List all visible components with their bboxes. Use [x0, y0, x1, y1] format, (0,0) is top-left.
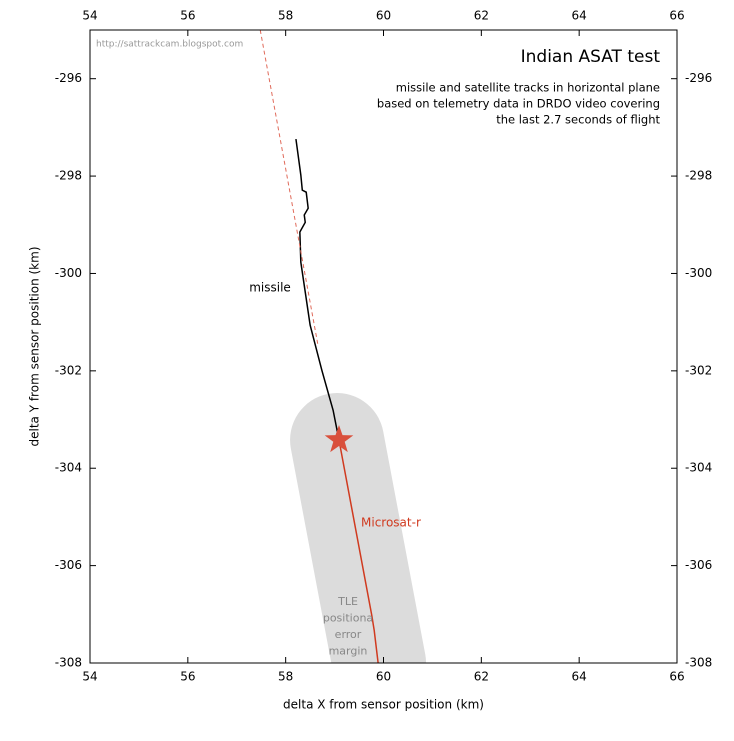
x-tick-label: 64 [572, 670, 587, 684]
y-tick-label: -296 [55, 71, 82, 85]
x-tick-label-top: 64 [572, 9, 587, 23]
x-tick-label: 58 [278, 670, 293, 684]
x-tick-label-top: 58 [278, 9, 293, 23]
subtitle: the last 2.7 seconds of flight [496, 113, 660, 127]
x-tick-label: 60 [376, 670, 391, 684]
subtitle: missile and satellite tracks in horizont… [396, 81, 660, 95]
x-tick-label: 62 [474, 670, 489, 684]
subtitle: based on telemetry data in DRDO video co… [377, 97, 660, 111]
series-label: missile [249, 281, 291, 295]
y-tick-label: -308 [55, 656, 82, 670]
y-tick-label-right: -308 [685, 656, 712, 670]
track-line [295, 138, 340, 441]
chart-title: Indian ASAT test [521, 47, 661, 67]
y-tick-label: -306 [55, 558, 82, 572]
x-tick-label: 56 [180, 670, 195, 684]
series-label: Microsat-r [361, 516, 421, 530]
band-label: margin [329, 645, 368, 658]
x-axis-label: delta X from sensor position (km) [283, 698, 484, 712]
x-tick-label: 54 [82, 670, 97, 684]
trend-line [259, 30, 319, 346]
band-label: positiona [323, 612, 373, 625]
watermark: http://sattrackcam.blogspot.com [96, 40, 243, 50]
y-tick-label-right: -298 [685, 169, 712, 183]
track-line [338, 439, 379, 663]
y-tick-label: -304 [55, 461, 82, 475]
band-label: error [335, 628, 362, 641]
y-tick-label-right: -302 [685, 363, 712, 377]
y-tick-label-right: -300 [685, 266, 712, 280]
x-tick-label-top: 56 [180, 9, 195, 23]
y-tick-label: -300 [55, 266, 82, 280]
y-tick-label-right: -296 [685, 71, 712, 85]
x-tick-label: 66 [669, 670, 684, 684]
x-tick-label-top: 60 [376, 9, 391, 23]
x-tick-label-top: 66 [669, 9, 684, 23]
y-tick-label: -302 [55, 363, 82, 377]
x-tick-label-top: 62 [474, 9, 489, 23]
y-axis-label: delta Y from sensor position (km) [28, 246, 42, 446]
y-tick-label-right: -304 [685, 461, 712, 475]
y-tick-label-right: -306 [685, 558, 712, 572]
intercept-star [324, 425, 354, 453]
y-tick-label: -298 [55, 169, 82, 183]
error-band [290, 393, 427, 663]
x-tick-label-top: 54 [82, 9, 97, 23]
band-label: TLE [337, 595, 358, 608]
plot-area [259, 30, 427, 663]
